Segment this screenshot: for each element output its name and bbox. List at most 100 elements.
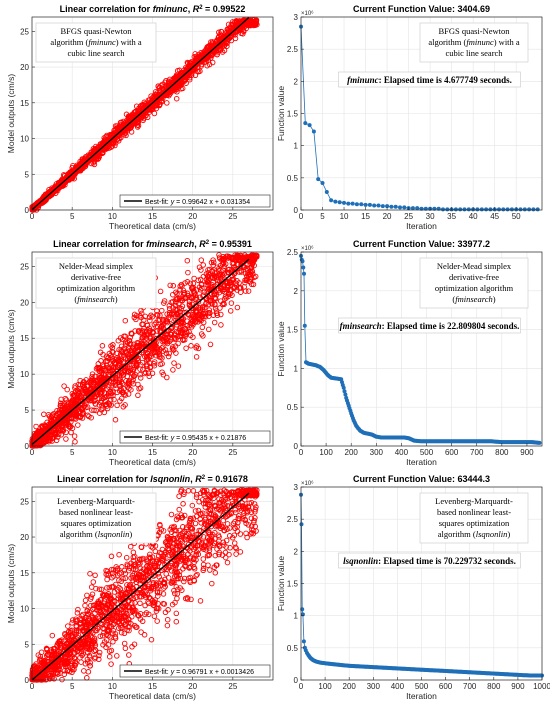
p2-data-point: [522, 207, 527, 212]
p1-data-point: [165, 86, 172, 92]
p4-data-point: [302, 271, 306, 276]
p2-data-point: [402, 205, 407, 210]
p1-data-point: [246, 18, 253, 25]
p1-data-point: [144, 114, 151, 121]
p2-data-point: [462, 207, 467, 212]
p1-data-point: [159, 98, 165, 105]
p1-data-point: [96, 153, 103, 160]
p2-data-point: [535, 207, 540, 212]
p1-data-point: [65, 174, 72, 181]
p2-data-point: [337, 200, 342, 205]
p2-ytick-label: 0.5: [287, 174, 299, 183]
p1-xtick-label: 5: [70, 212, 75, 221]
p4-ylabel: Function value: [276, 321, 286, 377]
p2-data-point: [488, 207, 493, 212]
p4-data-point: [301, 265, 306, 270]
p4-title: Current Function Value: 33977.2: [353, 239, 490, 249]
p2-data-point: [303, 121, 308, 126]
p2-xtick-label: 30: [426, 212, 435, 221]
p1-data-point: [148, 93, 154, 99]
p3-data-point: [184, 290, 191, 297]
p4-ytick-label: 1.5: [287, 326, 299, 335]
p1-panel: Linear correlation for fminunc, R2 = 0.9…: [6, 4, 274, 231]
p1-data-point: [94, 153, 101, 160]
p1-xlabel: Theoretical data (cm/s): [109, 221, 196, 231]
p2-ytick-label: 1.5: [287, 110, 299, 119]
p1-data-point: [196, 59, 202, 65]
p2-data-point: [367, 202, 372, 207]
p1-fit-line: [31, 16, 250, 211]
p3-ytick-label: 0: [25, 442, 30, 451]
p1-data-point: [139, 102, 146, 108]
p1-data-point: [71, 175, 77, 182]
p2-annotation-line: BFGS quasi-Newton: [438, 26, 510, 36]
p2-data-point: [398, 205, 402, 210]
p2-data-point: [385, 204, 390, 209]
p3-xtick-label: 20: [188, 448, 197, 457]
p3-ytick-label: 25: [20, 262, 29, 271]
p3-annotation-line: optimization algorithm: [57, 283, 136, 293]
p1-data-point: [209, 59, 216, 66]
p2-data-point: [350, 201, 355, 206]
p2-data-point: [329, 198, 334, 203]
p2-data-point: [479, 207, 484, 212]
p3-ylabel: Model outputs (cm/s): [6, 309, 16, 389]
p1-data-point: [236, 27, 242, 33]
p2-xtick-label: 25: [404, 212, 413, 221]
p2-elapsed-text: fminunc: Elapsed time is 4.677749 second…: [347, 75, 512, 85]
p1-xtick-label: 0: [30, 212, 35, 221]
p1-data-point: [94, 148, 101, 154]
p1-data-point: [53, 181, 60, 187]
p1-data-point: [116, 135, 123, 142]
p4-xlabel: Iteration: [406, 457, 437, 467]
p4-annotation-line: optimization algorithm: [435, 283, 514, 293]
p1-data-point: [219, 49, 226, 55]
p1-legend-label: Best-fit: y = 0.99642 x + 0.031354: [145, 199, 250, 206]
p1-data-point: [179, 73, 185, 79]
p2-annotation-line: cubic line search: [445, 48, 503, 58]
p4-ytick-label: 2: [294, 287, 299, 296]
p2-ytick-label: 2.5: [287, 45, 299, 54]
p1-data-point: [155, 83, 161, 89]
p2-ytick-label: 0: [294, 206, 299, 215]
p4-ytick-label: 2.5: [287, 248, 299, 257]
p1-data-point: [60, 183, 66, 189]
p4-data-point: [302, 323, 307, 328]
p1-data-point: [113, 132, 120, 139]
p1-data-point: [143, 106, 149, 113]
p4-xtick-label: 100: [319, 448, 333, 457]
p1-annotation-line: cubic line search: [67, 48, 125, 58]
p2-ytick-label: 1: [294, 142, 299, 151]
p1-data-point: [204, 62, 210, 69]
p2-data-point: [320, 181, 325, 185]
p2-data-point: [518, 207, 523, 212]
p1-ytick-label: 25: [20, 27, 29, 36]
p2-data-point: [497, 207, 501, 212]
p4-xtick-label: 300: [370, 448, 384, 457]
p1-data-point: [241, 19, 248, 26]
p1-ytick-label: 10: [20, 135, 29, 144]
p1-data-point: [123, 111, 130, 118]
p3-annotation-line: derivative-free: [71, 272, 121, 282]
p2-data-point: [359, 202, 364, 207]
p2-xtick-label: 45: [490, 212, 499, 221]
p1-data-point: [241, 28, 247, 35]
p4-ytick-label: 0: [294, 442, 299, 451]
p4-xtick-label: 800: [495, 448, 509, 457]
p3-annotation-line: Nelder-Mead simplex: [59, 261, 134, 271]
p3-xtick-label: 25: [228, 448, 237, 457]
p2-xtick-label: 20: [383, 212, 392, 221]
p1-data-point: [192, 51, 198, 57]
p2-data-point: [316, 177, 321, 182]
p1-xtick-label: 10: [108, 212, 117, 221]
p2-data-point: [531, 207, 536, 212]
p3-data-point: [184, 257, 191, 264]
p3-ytick-label: 20: [20, 298, 29, 307]
p1-data-point: [152, 103, 159, 109]
p2-elapsed-box: [338, 71, 521, 88]
p3-legend-label: Best-fit: y = 0.95435 x + 0.21876: [145, 435, 246, 442]
p1-data-point: [162, 79, 168, 86]
p3-data-point: [63, 436, 69, 442]
p1-data-point: [171, 84, 177, 91]
